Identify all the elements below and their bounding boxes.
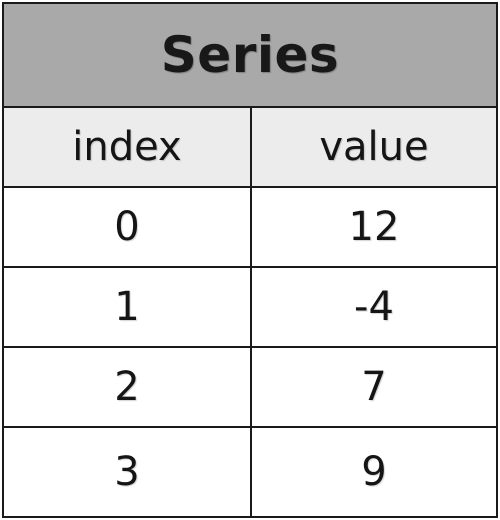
index-cell: 3 xyxy=(114,449,140,495)
value-cell: 12 xyxy=(250,188,496,266)
series-title: Series xyxy=(160,26,340,84)
value-cell: -4 xyxy=(250,268,496,346)
index-cell: 0 xyxy=(114,204,140,250)
column-header-index: index xyxy=(72,124,182,170)
value-cell: 9 xyxy=(250,428,496,516)
index-cell: 2 xyxy=(114,364,140,410)
value-cell: 7 xyxy=(250,348,496,426)
column-header-value: value xyxy=(250,108,496,186)
index-cell: 1 xyxy=(114,284,140,330)
table-row: 0 12 xyxy=(4,188,496,268)
series-title-row: Series xyxy=(4,4,496,108)
table-row: 1 -4 xyxy=(4,268,496,348)
table-row: 2 7 xyxy=(4,348,496,428)
table-row: 3 9 xyxy=(4,428,496,516)
header-row: index value xyxy=(4,108,496,188)
